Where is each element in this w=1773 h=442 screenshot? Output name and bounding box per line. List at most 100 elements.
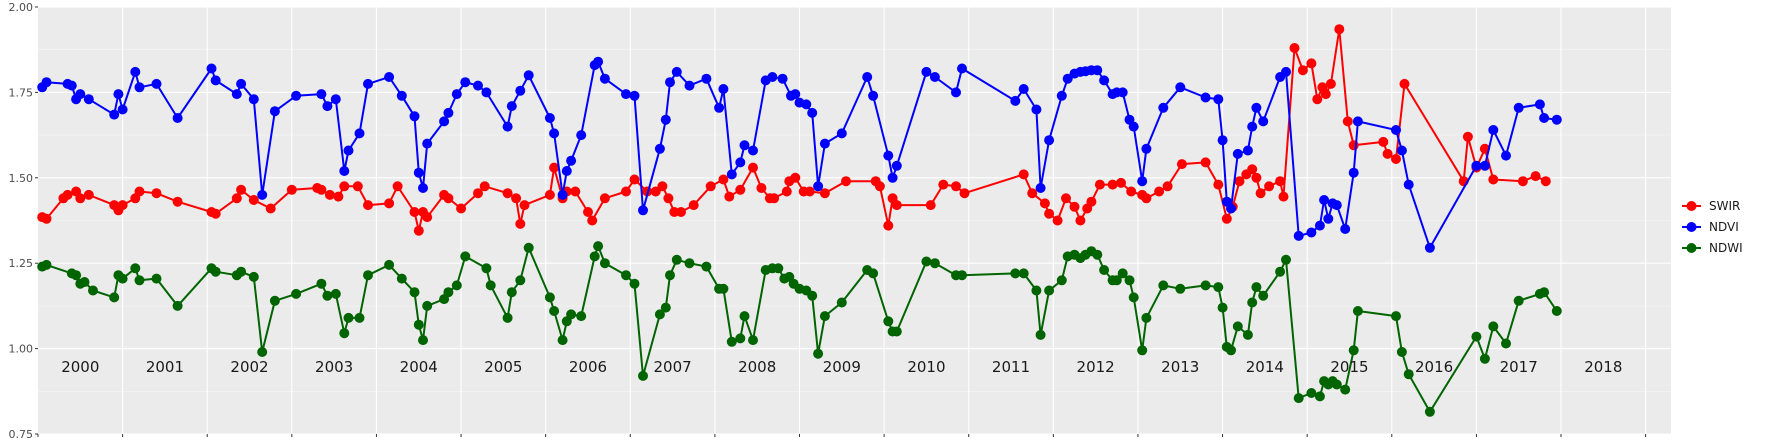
ndvi-point: [210, 75, 221, 86]
swir-point: [473, 188, 483, 199]
ndvi-point: [739, 140, 750, 151]
swir-point: [316, 184, 327, 195]
ndvi-point: [66, 80, 77, 91]
ndvi-point: [883, 150, 894, 161]
ndvi-point: [790, 89, 801, 100]
grid-major: [38, 6, 1671, 435]
ndvi-point: [1488, 125, 1499, 135]
year-label: 2006: [569, 358, 607, 376]
series-ndwi: [37, 241, 1562, 417]
ndvi-point: [473, 80, 483, 91]
ndvi-point: [1217, 135, 1228, 146]
swir-point: [1061, 193, 1071, 204]
ndvi-point: [330, 94, 341, 105]
ndwi-point: [660, 302, 671, 313]
ndvi-point: [413, 167, 424, 178]
ndvi-point: [1391, 125, 1401, 135]
swir-point: [479, 181, 490, 192]
ndvi-point: [718, 84, 729, 94]
ndvi-point: [1424, 242, 1435, 253]
ndvi-point: [576, 130, 587, 141]
ndvi-point: [665, 77, 675, 88]
ndvi-point: [1226, 203, 1236, 214]
ndwi-point: [701, 261, 712, 272]
ndvi-point: [1539, 113, 1550, 123]
ndvi-point: [322, 101, 333, 112]
ndwi-point: [1158, 280, 1169, 291]
swir-point: [1176, 159, 1187, 170]
ndvi-point: [819, 138, 830, 149]
ndwi-point: [1293, 393, 1304, 404]
ndvi-point: [1141, 143, 1152, 154]
ndwi-point: [1479, 353, 1490, 364]
swir-point: [265, 203, 276, 214]
year-label: 2003: [315, 358, 353, 376]
ndwi-point: [1092, 249, 1103, 260]
swir-point: [456, 203, 467, 214]
swir-point: [1018, 169, 1029, 180]
ndwi-point: [291, 288, 302, 299]
swir-point: [1075, 215, 1086, 226]
ndwi-point: [1391, 311, 1401, 322]
ndwi-point: [339, 328, 350, 339]
ndvi-point: [109, 109, 120, 120]
ndvi-point: [443, 107, 454, 118]
ndwi-point: [502, 312, 513, 323]
swir-point: [352, 181, 363, 192]
ndwi-point: [1213, 282, 1224, 293]
ndvi-point: [701, 73, 712, 84]
year-label: 2002: [230, 358, 268, 376]
swir-point: [583, 207, 593, 217]
ndwi-point: [629, 278, 640, 289]
ndwi-point: [1275, 266, 1286, 277]
ndvi-point: [1213, 94, 1224, 105]
ndwi-point: [1314, 391, 1325, 402]
ndvi-point: [481, 87, 492, 98]
ndwi-point: [363, 270, 373, 281]
ndvi-point: [134, 82, 145, 93]
ndvi-point: [460, 77, 471, 88]
swir-point: [1255, 188, 1266, 199]
ndvi-point: [117, 104, 128, 115]
swir-point: [756, 183, 767, 193]
ndwi-point: [1226, 345, 1236, 356]
ndwi-point: [384, 259, 395, 270]
swir-point: [790, 172, 801, 183]
ndwi-point: [460, 251, 471, 262]
ndvi-point: [951, 87, 961, 98]
ndwi-point: [576, 311, 587, 322]
swir-point: [748, 162, 758, 173]
swir-point: [62, 189, 73, 200]
ndwi-point: [523, 242, 534, 253]
year-label: 2001: [146, 358, 184, 376]
swir-point: [1247, 164, 1258, 175]
ndwi-point: [589, 251, 600, 262]
ndvi-point: [130, 66, 141, 77]
ndwi-point: [1306, 388, 1317, 398]
swir-point: [938, 179, 949, 190]
ndvi-point: [231, 89, 242, 100]
legend-item-swir: SWIR: [1682, 199, 1740, 213]
ndvi-point: [418, 183, 428, 193]
swir-point: [587, 215, 598, 226]
swir-point: [1126, 186, 1137, 197]
swir-point: [286, 184, 297, 195]
ndvi-point: [354, 128, 365, 139]
swir-point: [1162, 181, 1173, 192]
ndwi-point: [1242, 329, 1253, 340]
swir-point: [83, 189, 94, 200]
ndwi-point: [1513, 295, 1524, 306]
ndvi-point: [1232, 148, 1243, 159]
ndvi-point: [1323, 213, 1334, 224]
ndvi-point: [1031, 104, 1042, 115]
ndvi-point: [384, 72, 395, 82]
ndwi-point: [1124, 275, 1135, 286]
y-tick-label: 1.00: [9, 343, 34, 356]
legend-label: NDWI: [1709, 241, 1743, 255]
ndvi-point: [1247, 121, 1258, 132]
swir-point: [1382, 148, 1393, 159]
swir-point: [1116, 177, 1126, 188]
ndvi-point: [439, 116, 450, 127]
ndwi-point: [544, 292, 555, 303]
ndwi-point: [1175, 283, 1186, 294]
